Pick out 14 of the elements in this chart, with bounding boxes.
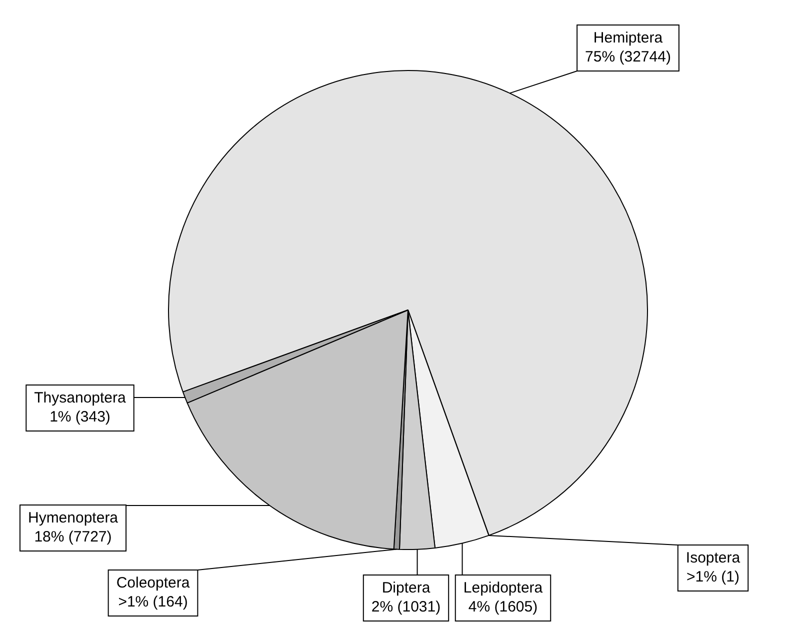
data-label: >1% (164) — [118, 594, 188, 611]
slice-label: Lepidoptera — [463, 580, 544, 597]
slice-label: Isoptera — [686, 550, 741, 567]
slice-label: Hemiptera — [593, 30, 664, 47]
data-label: >1% (1) — [686, 568, 740, 586]
slice-label: Coleoptera — [116, 574, 190, 592]
data-label: 2% (1031) — [371, 598, 441, 616]
data-label: 4% (1605) — [468, 598, 538, 616]
slice-label: Diptera — [382, 580, 431, 597]
data-label: 18% (7727) — [34, 528, 112, 546]
data-label: 1% (343) — [50, 408, 110, 426]
data-label: 75% (32744) — [585, 48, 671, 66]
slice-label: Thysanoptera — [34, 390, 127, 407]
slice-label: Hymenoptera — [28, 510, 119, 527]
